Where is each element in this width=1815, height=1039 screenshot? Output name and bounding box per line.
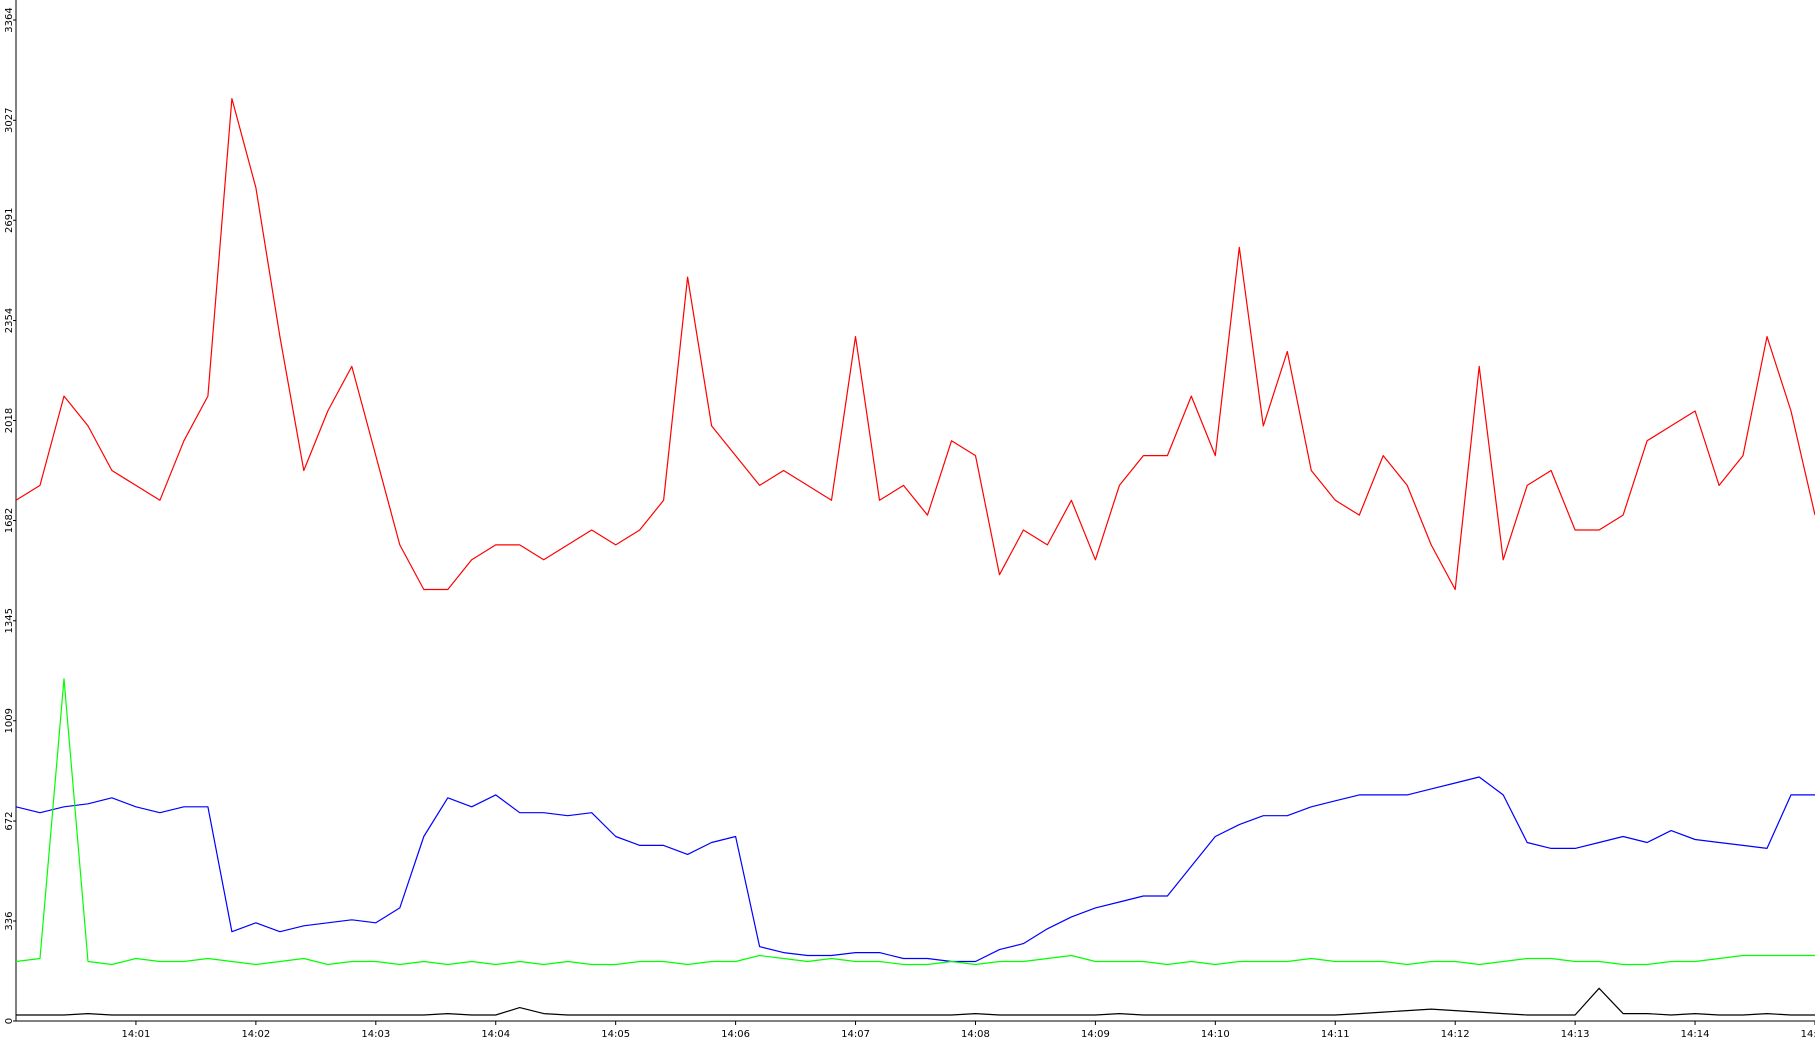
x-tick-label: 14:02 bbox=[241, 1029, 270, 1039]
y-tick-label: 336 bbox=[4, 911, 15, 930]
series-line bbox=[15, 98, 1815, 591]
y-tick-label: 2018 bbox=[4, 408, 15, 433]
x-tick-label: 14:10 bbox=[1201, 1029, 1230, 1039]
series-line bbox=[15, 776, 1815, 963]
series-line bbox=[16, 987, 1815, 1016]
x-tick-label: 14:03 bbox=[361, 1029, 390, 1039]
x-tick-label: 14:04 bbox=[481, 1029, 510, 1039]
x-tick-label: 14:07 bbox=[841, 1029, 870, 1039]
x-tick-label: 14:05 bbox=[601, 1029, 630, 1039]
series-line bbox=[15, 678, 1815, 966]
x-tick-label: 14:12 bbox=[1441, 1029, 1470, 1039]
y-tick-label: 1682 bbox=[4, 508, 15, 533]
y-tick-label: 3027 bbox=[4, 108, 15, 133]
y-tick-label: 1009 bbox=[4, 708, 15, 733]
y-tick-label: 2354 bbox=[4, 308, 15, 333]
x-tick-label: 14:01 bbox=[122, 1029, 151, 1039]
x-tick-label: 14:11 bbox=[1321, 1029, 1350, 1039]
y-tick-label: 1345 bbox=[4, 608, 15, 633]
x-tick-label: 14:09 bbox=[1081, 1029, 1110, 1039]
y-tick-label: 672 bbox=[4, 811, 15, 830]
x-tick-label: 14:14 bbox=[1681, 1029, 1710, 1039]
x-tick-label: 14:13 bbox=[1561, 1029, 1590, 1039]
y-tick-label: 2691 bbox=[4, 208, 15, 233]
x-tick-label: 14:08 bbox=[961, 1029, 990, 1039]
y-tick-label: 0 bbox=[4, 1018, 15, 1024]
y-tick-label: 3364 bbox=[4, 7, 15, 32]
x-tick-label: 14:06 bbox=[721, 1029, 750, 1039]
x-tick-label: 14:15 bbox=[1801, 1029, 1815, 1039]
